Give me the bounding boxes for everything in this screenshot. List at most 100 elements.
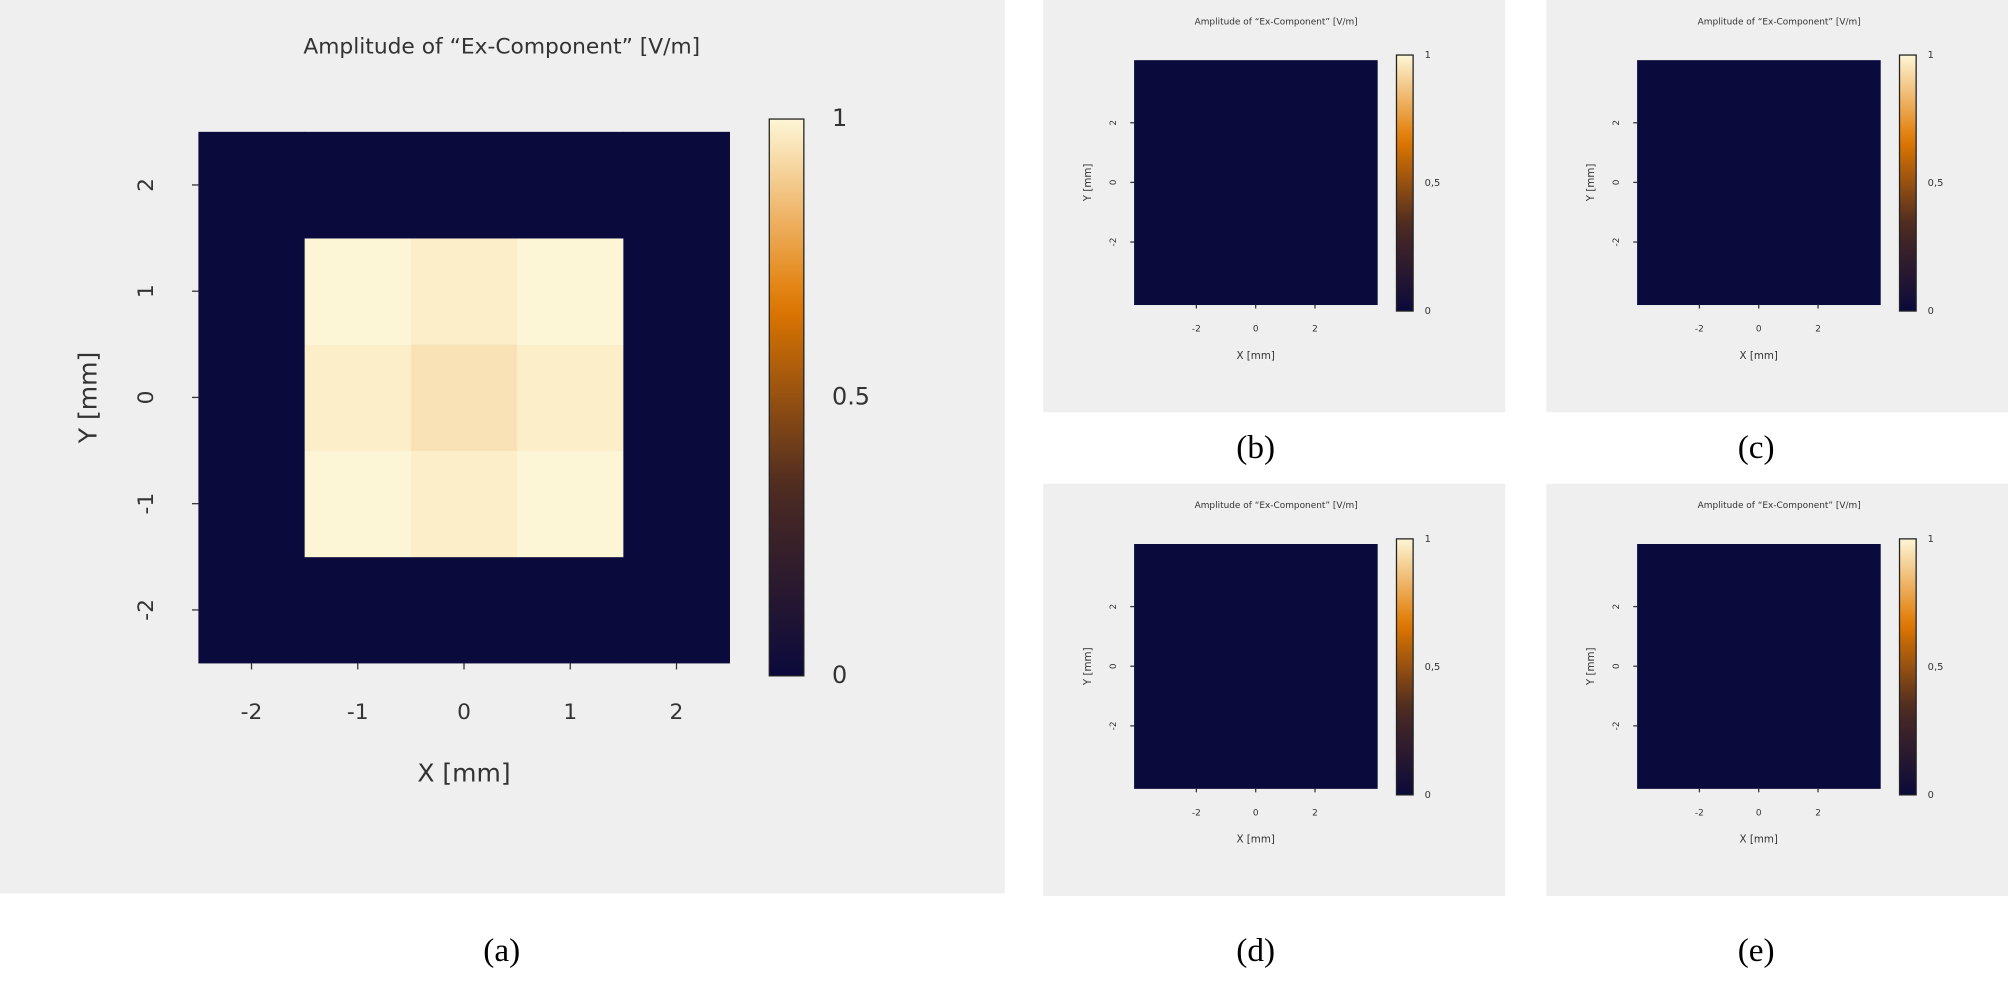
chart-title: Amplitude of “Ex-Component” [V/m]	[1195, 17, 1358, 27]
colorbar-tick-label: 0.5	[832, 382, 870, 410]
y-tick-label: 2	[1612, 604, 1622, 610]
y-tick-label: -2	[1612, 238, 1622, 247]
chart-title: Amplitude of “Ex-Component” [V/m]	[1698, 501, 1861, 511]
colorbar-tick-label: 0	[1928, 790, 1934, 801]
panel: Amplitude of “Ex-Component” [V/m] -2 0 2 -2 0…	[1043, 0, 1506, 466]
x-tick-label: 0	[1756, 808, 1762, 818]
x-tick-label: -2	[1695, 808, 1704, 818]
heatmap-cell	[1637, 543, 1881, 789]
x-tick-label: 2	[1815, 324, 1821, 334]
x-tick-label: -2	[1192, 324, 1201, 334]
x-tick-label: -2	[1192, 808, 1201, 818]
chart-title: Amplitude of “Ex-Component” [V/m]	[1698, 17, 1861, 27]
x-tick-label: 2	[670, 700, 684, 725]
y-tick-label: 0	[134, 391, 159, 405]
x-tick-label: 2	[1312, 324, 1318, 334]
x-tick-label: 0	[457, 700, 471, 725]
panel: Amplitude of “Ex-Component” [V/m] -2 0 2 -2 0…	[1546, 0, 2008, 466]
x-axis-label: X [mm]	[1236, 350, 1274, 362]
heatmap-cell	[623, 556, 730, 664]
colorbar-tick-label: 0	[1425, 306, 1431, 317]
y-tick-label: -2	[1109, 238, 1119, 247]
panel: Amplitude of “Ex-Component” [V/m] -2 -1 0 1 2…	[0, 0, 1005, 969]
y-axis-label: Y [mm]	[1082, 164, 1094, 203]
panel-label: (d)	[1236, 932, 1275, 969]
heatmap-cell	[517, 344, 624, 451]
y-tick-label: 0	[1109, 663, 1119, 669]
colorbar-tick-label: 1	[1928, 50, 1934, 61]
panel-label: (c)	[1738, 429, 1775, 466]
y-axis-label: Y [mm]	[1585, 164, 1597, 203]
heatmap-cell	[517, 556, 624, 664]
y-tick-label: -2	[1109, 721, 1119, 730]
y-tick-label: 2	[1612, 120, 1622, 126]
y-tick-label: 2	[1109, 604, 1119, 610]
x-tick-label: -2	[1695, 324, 1704, 334]
y-axis-label: Y [mm]	[1585, 647, 1597, 686]
colorbar	[768, 118, 805, 677]
panel: Amplitude of “Ex-Component” [V/m] -2 0 2 -2 0…	[1546, 483, 2008, 969]
heatmap-cell	[304, 238, 412, 345]
y-tick-label: -1	[134, 493, 159, 515]
heatmap-cell	[1637, 60, 1881, 306]
heatmap-cell	[198, 344, 306, 451]
colorbar	[1898, 54, 1917, 312]
heatmap-cell	[198, 450, 306, 558]
colorbar-tick-label: 0	[832, 661, 847, 689]
heatmap-cell	[304, 556, 412, 664]
x-tick-label: -2	[241, 700, 263, 725]
x-tick-label: 0	[1756, 324, 1762, 334]
x-tick-label: 0	[1253, 808, 1259, 818]
heatmap-cell	[623, 450, 730, 558]
y-tick-label: 2	[1109, 120, 1119, 126]
heatmap-cell	[517, 238, 624, 345]
colorbar-tick-label: 1	[1928, 534, 1934, 545]
colorbar-tick-label: 0,5	[1928, 178, 1944, 189]
heatmap-cell	[198, 556, 306, 664]
x-tick-label: 1	[563, 700, 577, 725]
y-tick-label: -2	[134, 599, 159, 621]
panel-label: (b)	[1236, 429, 1275, 466]
x-axis-label: X [mm]	[1739, 834, 1777, 846]
y-axis-label: Y [mm]	[74, 352, 103, 445]
heatmap-cell	[410, 131, 518, 239]
y-tick-label: -2	[1612, 721, 1622, 730]
heatmap-cell	[517, 131, 624, 239]
heatmap-cell	[198, 131, 306, 239]
y-tick-label: 0	[1109, 179, 1119, 185]
panel-label: (e)	[1738, 932, 1775, 969]
heatmap-cell	[410, 238, 518, 345]
colorbar-tick-label: 0	[1425, 790, 1431, 801]
x-axis-label: X [mm]	[1739, 350, 1777, 362]
colorbar-tick-label: 0,5	[1425, 662, 1441, 673]
heatmap-cell	[623, 131, 730, 239]
heatmap-cell	[304, 131, 412, 239]
colorbar	[1395, 54, 1414, 312]
x-tick-label: 2	[1312, 808, 1318, 818]
x-tick-label: -1	[347, 700, 369, 725]
heatmap-cell	[304, 450, 412, 558]
heatmap-cell	[410, 344, 518, 451]
x-tick-label: 0	[1253, 324, 1259, 334]
colorbar	[1898, 538, 1917, 796]
heatmap-cell	[623, 344, 730, 451]
heatmap-cell	[1134, 543, 1378, 789]
panel: Amplitude of “Ex-Component” [V/m] -2 0 2 -2 0…	[1043, 483, 1506, 969]
heatmap-cell	[623, 238, 730, 345]
heatmap-cell	[198, 238, 306, 345]
y-tick-label: 1	[134, 284, 159, 298]
heatmap-cell	[410, 450, 518, 558]
panel-label: (a)	[483, 932, 520, 969]
colorbar-tick-label: 0,5	[1425, 178, 1441, 189]
chart-title: Amplitude of “Ex-Component” [V/m]	[1195, 501, 1358, 511]
y-tick-label: 0	[1612, 663, 1622, 669]
x-axis-label: X [mm]	[417, 758, 510, 787]
y-tick-label: 2	[134, 178, 159, 192]
x-axis-label: X [mm]	[1236, 834, 1274, 846]
colorbar-tick-label: 0,5	[1928, 662, 1944, 673]
colorbar-tick-label: 1	[1425, 50, 1431, 61]
y-tick-label: 0	[1612, 179, 1622, 185]
colorbar-tick-label: 1	[832, 104, 847, 132]
chart-title: Amplitude of “Ex-Component” [V/m]	[303, 34, 700, 59]
